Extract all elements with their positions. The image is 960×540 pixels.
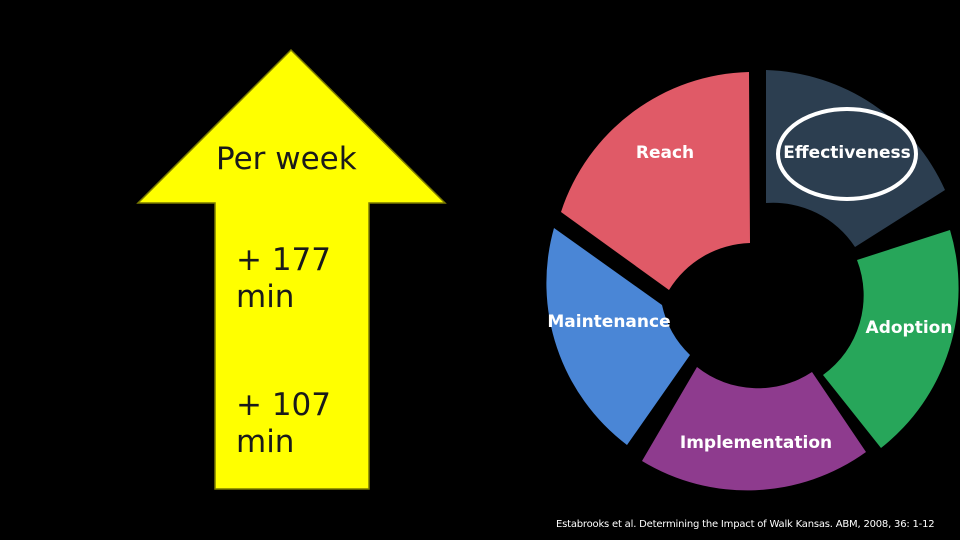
adoption-label: Adoption bbox=[866, 318, 953, 338]
reach-label: Reach bbox=[636, 143, 694, 163]
value-107-amount: + 107 bbox=[236, 387, 331, 423]
value-177-min: + 177 min bbox=[236, 242, 331, 316]
citation: Estabrooks et al. Determining the Impact… bbox=[556, 519, 935, 530]
reach-segment bbox=[561, 72, 750, 290]
implementation-label: Implementation bbox=[680, 433, 832, 453]
value-177-amount: + 177 bbox=[236, 242, 331, 278]
maintenance-label: Maintenance bbox=[547, 312, 670, 332]
value-107-unit: min bbox=[236, 424, 295, 461]
value-107-min: + 107 min bbox=[236, 387, 331, 461]
maintenance-segment bbox=[546, 228, 690, 445]
adoption-segment bbox=[823, 230, 959, 448]
value-177-unit: min bbox=[236, 279, 295, 316]
per-week-label: Per week bbox=[216, 141, 357, 177]
effectiveness-highlight-ring bbox=[776, 107, 918, 201]
up-arrow-shape bbox=[136, 48, 447, 490]
effectiveness-label: Effectiveness bbox=[783, 143, 910, 163]
implementation-segment bbox=[642, 367, 866, 491]
